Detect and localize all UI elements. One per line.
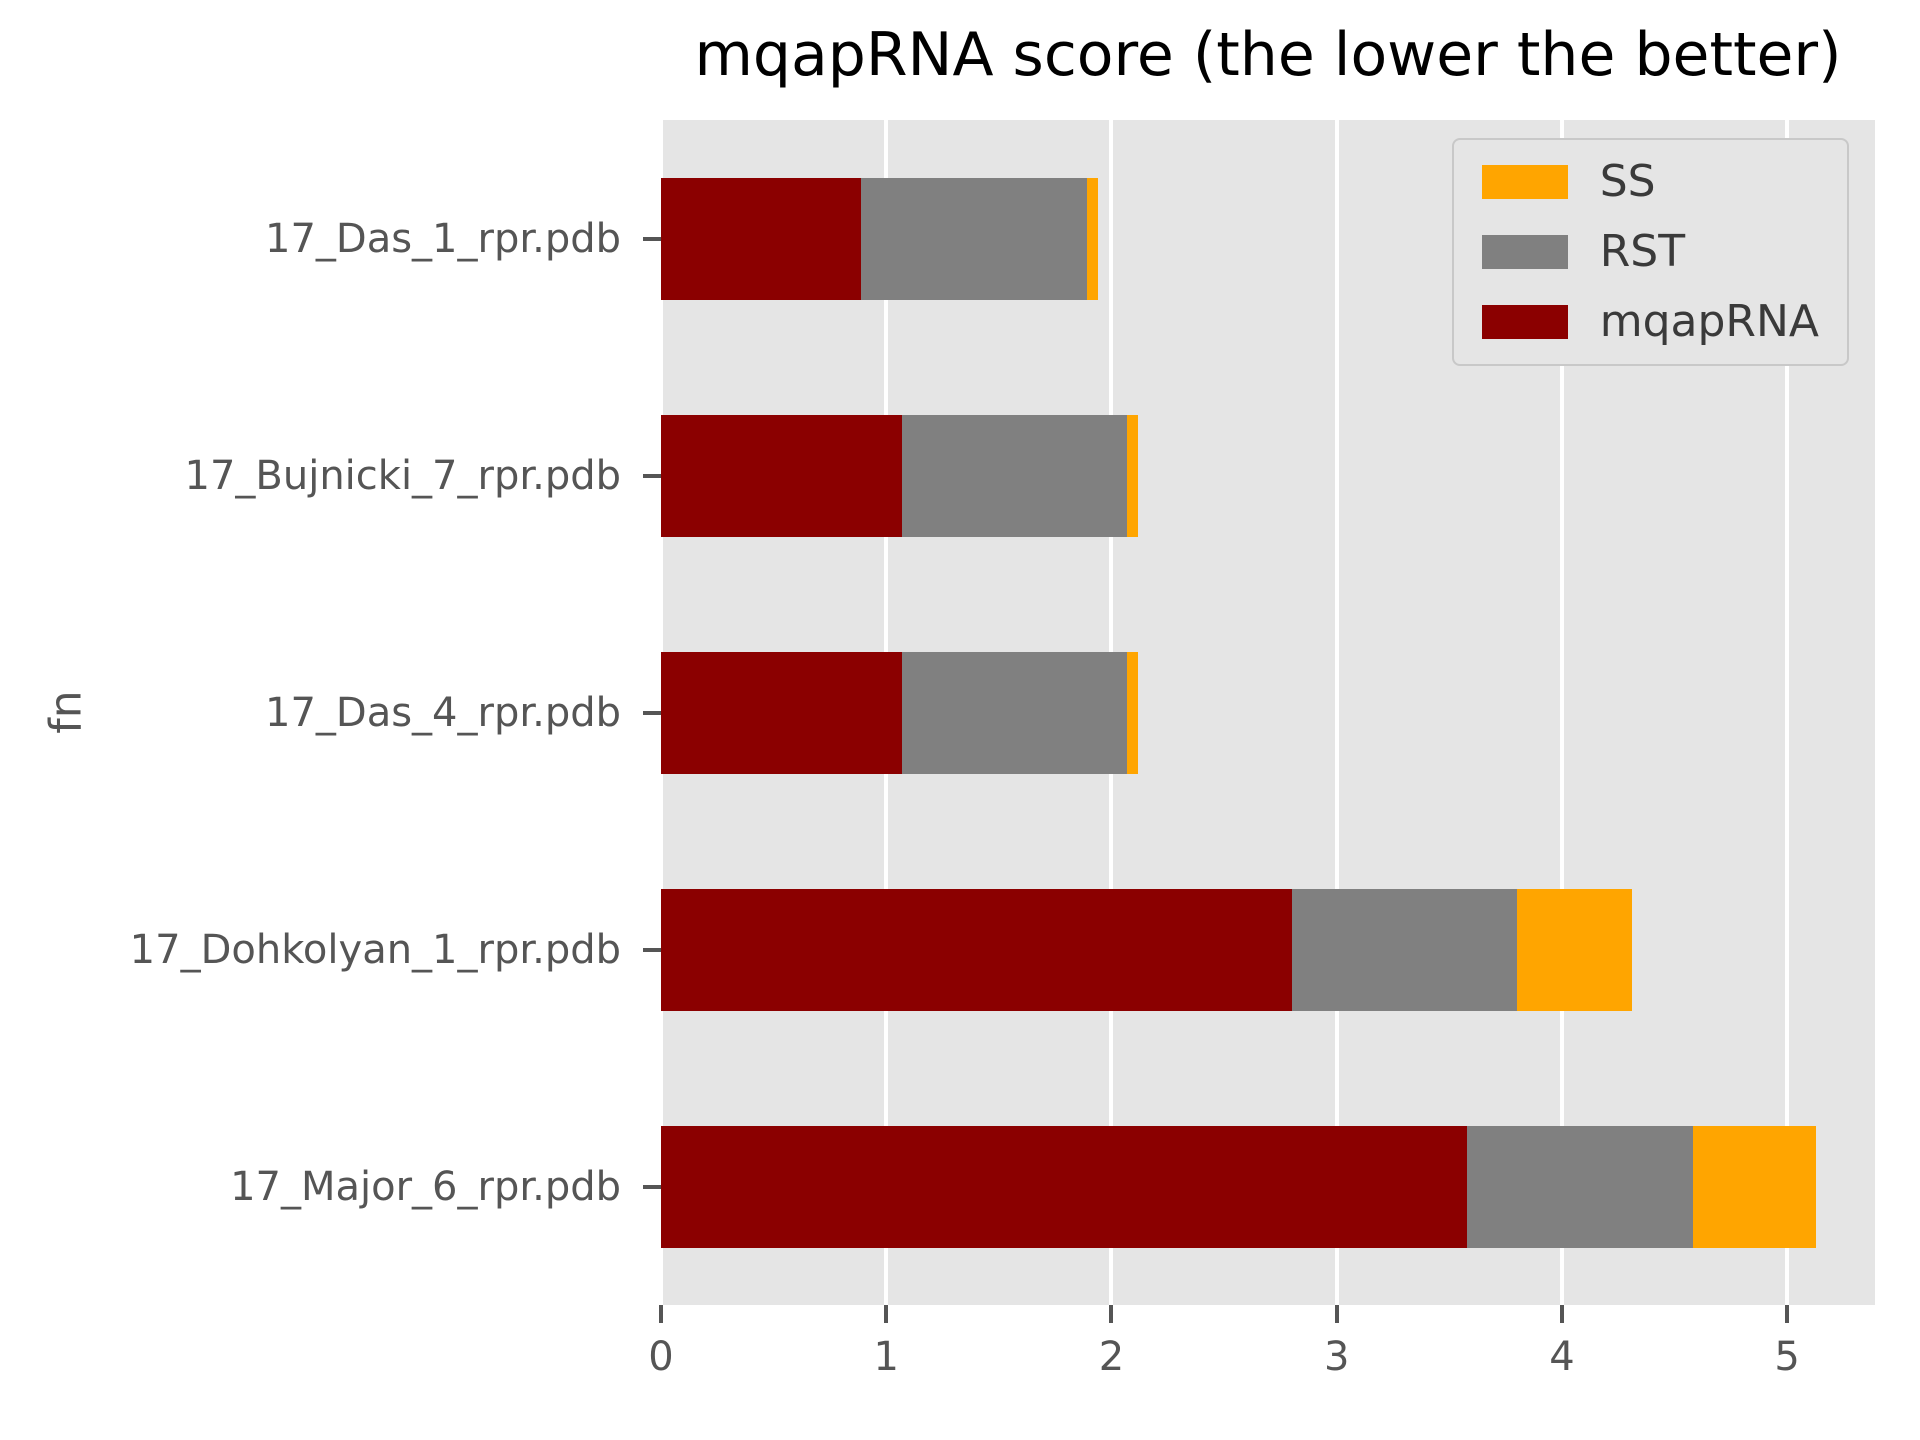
bar-segment-mqapRNA	[661, 1125, 1468, 1248]
bar-segment-SS	[1086, 177, 1098, 300]
x-tick	[1559, 1305, 1564, 1323]
x-tick-label: 4	[1549, 1334, 1575, 1380]
legend-swatch-SS	[1481, 165, 1568, 199]
x-tick-label: 2	[1098, 1334, 1125, 1380]
legend-entry-SS: SS	[1481, 156, 1819, 207]
x-tick	[1334, 1305, 1339, 1323]
bar-segment-mqapRNA	[661, 651, 902, 774]
gridline-x-3	[1334, 120, 1339, 1305]
legend-entry-RST: RST	[1481, 226, 1819, 277]
bar-segment-mqapRNA	[661, 177, 862, 300]
bar-segment-RST	[861, 177, 1087, 300]
chart-title: mqapRNA score (the lower the better)	[694, 20, 1842, 90]
legend-entry-mqapRNA: mqapRNA	[1481, 296, 1819, 347]
bar-segment-RST	[1467, 1125, 1693, 1248]
bar-segment-SS	[1127, 651, 1139, 774]
bar-segment-SS	[1516, 888, 1632, 1011]
bar-segment-RST	[901, 414, 1128, 537]
x-tick-label: 0	[648, 1334, 674, 1380]
gridline-x-5	[1785, 120, 1790, 1305]
y-tick	[643, 710, 661, 715]
y-tick	[643, 1184, 661, 1189]
gridline-x-4	[1559, 120, 1564, 1305]
x-tick-label: 3	[1323, 1334, 1350, 1380]
x-tick	[1785, 1305, 1790, 1323]
y-tick	[643, 947, 661, 952]
y-tick-label: 17_Das_4_rpr.pdb	[265, 689, 621, 736]
legend-swatch-RST	[1481, 235, 1568, 269]
x-tick	[1109, 1305, 1114, 1323]
y-tick	[643, 473, 661, 478]
y-tick-label: 17_Dohkolyan_1_rpr.pdb	[129, 926, 621, 973]
legend-label: mqapRNA	[1599, 296, 1819, 347]
legend-swatch-mqapRNA	[1481, 305, 1568, 339]
y-tick	[643, 236, 661, 241]
y-tick-label: 17_Major_6_rpr.pdb	[230, 1163, 621, 1210]
y-tick-label: 17_Bujnicki_7_rpr.pdb	[184, 452, 621, 499]
x-tick	[659, 1305, 663, 1323]
legend-label: SS	[1599, 156, 1656, 207]
bar-segment-SS	[1692, 1125, 1817, 1248]
bar-segment-RST	[901, 651, 1128, 774]
bar-segment-mqapRNA	[661, 888, 1292, 1011]
legend: SS RST mqapRNA	[1451, 138, 1849, 366]
legend-label: RST	[1599, 226, 1686, 277]
plot-area: SS RST mqapRNA	[659, 120, 1875, 1305]
x-tick-label: 5	[1774, 1334, 1800, 1380]
x-tick	[884, 1305, 889, 1323]
bar-segment-RST	[1291, 888, 1517, 1011]
y-tick-label: 17_Das_1_rpr.pdb	[265, 215, 621, 262]
bar-segment-mqapRNA	[661, 414, 902, 537]
x-tick-label: 1	[873, 1334, 899, 1380]
bar-segment-SS	[1127, 414, 1139, 537]
